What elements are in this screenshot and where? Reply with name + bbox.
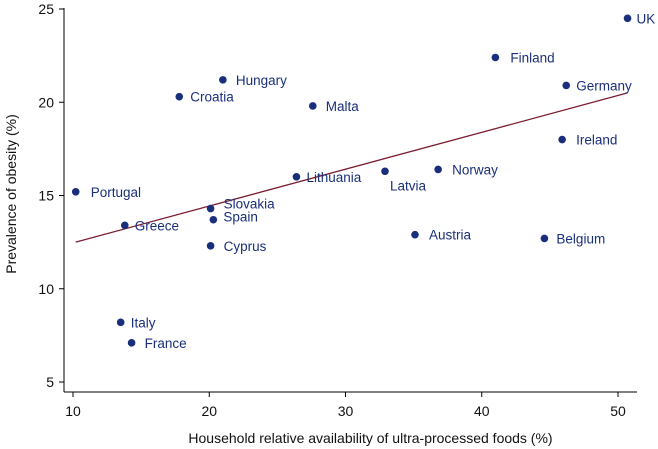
y-ticks: 5 10 15 20 25: [38, 1, 64, 390]
data-point-greece: [120, 221, 129, 230]
data-point-norway: [434, 165, 442, 174]
data-point-lithuania: [292, 173, 301, 181]
data-point-italy: [116, 318, 125, 327]
x-ticks: 10 20 30 40 50: [65, 392, 626, 419]
point-label-portugal: Portugal: [91, 185, 141, 200]
point-label-belgium: Belgium: [556, 231, 605, 246]
data-point-germany: [562, 81, 571, 90]
data-point-malta: [309, 102, 317, 110]
point-label-malta: Malta: [326, 99, 360, 114]
data-point-france: [127, 339, 136, 347]
data-point-slovakia: [206, 204, 215, 213]
point-label-hungary: Hungary: [236, 73, 287, 88]
data-point-hungary: [219, 76, 227, 84]
data-point-austria: [411, 230, 419, 239]
x-tick-label: 40: [474, 403, 490, 419]
x-tick-label: 30: [338, 403, 354, 419]
trend-line: [75, 92, 628, 243]
data-point-uk: [623, 14, 632, 23]
point-label-latvia: Latvia: [390, 178, 427, 193]
y-tick-label: 20: [38, 94, 54, 110]
point-label-croatia: Croatia: [190, 90, 234, 105]
data-point-finland: [491, 53, 500, 62]
x-tick-label: 10: [65, 403, 81, 419]
y-tick-label: 5: [46, 374, 54, 390]
data-point-latvia: [381, 167, 389, 176]
data-point-croatia: [175, 92, 184, 101]
x-tick-label: 50: [610, 403, 626, 419]
point-label-austria: Austria: [429, 228, 472, 243]
point-label-spain: Spain: [223, 210, 258, 225]
point-label-finland: Finland: [510, 50, 554, 65]
point-label-germany: Germany: [576, 78, 632, 93]
y-tick-label: 25: [38, 1, 54, 17]
x-axis-title: Household relative availability of ultra…: [188, 430, 552, 446]
data-point-cyprus: [206, 242, 215, 250]
data-point-spain: [209, 215, 218, 224]
point-label-france: France: [145, 336, 187, 351]
point-label-italy: Italy: [131, 315, 156, 330]
point-label-ireland: Ireland: [576, 133, 617, 148]
y-tick-label: 10: [38, 281, 54, 297]
point-label-norway: Norway: [452, 162, 498, 177]
axes: [63, 8, 637, 393]
point-label-lithuania: Lithuania: [306, 170, 361, 185]
point-label-uk: UK: [637, 11, 656, 26]
point-label-slovakia: Slovakia: [224, 197, 276, 212]
y-axis-title: Prevalence of obesity (%): [3, 114, 19, 274]
y-tick-label: 15: [38, 188, 54, 204]
x-tick-label: 20: [201, 403, 217, 419]
point-label-greece: Greece: [135, 218, 179, 233]
point-label-cyprus: Cyprus: [224, 239, 267, 254]
data-point-portugal: [71, 187, 80, 196]
data-point-belgium: [540, 234, 549, 243]
data-point-ireland: [558, 135, 566, 144]
